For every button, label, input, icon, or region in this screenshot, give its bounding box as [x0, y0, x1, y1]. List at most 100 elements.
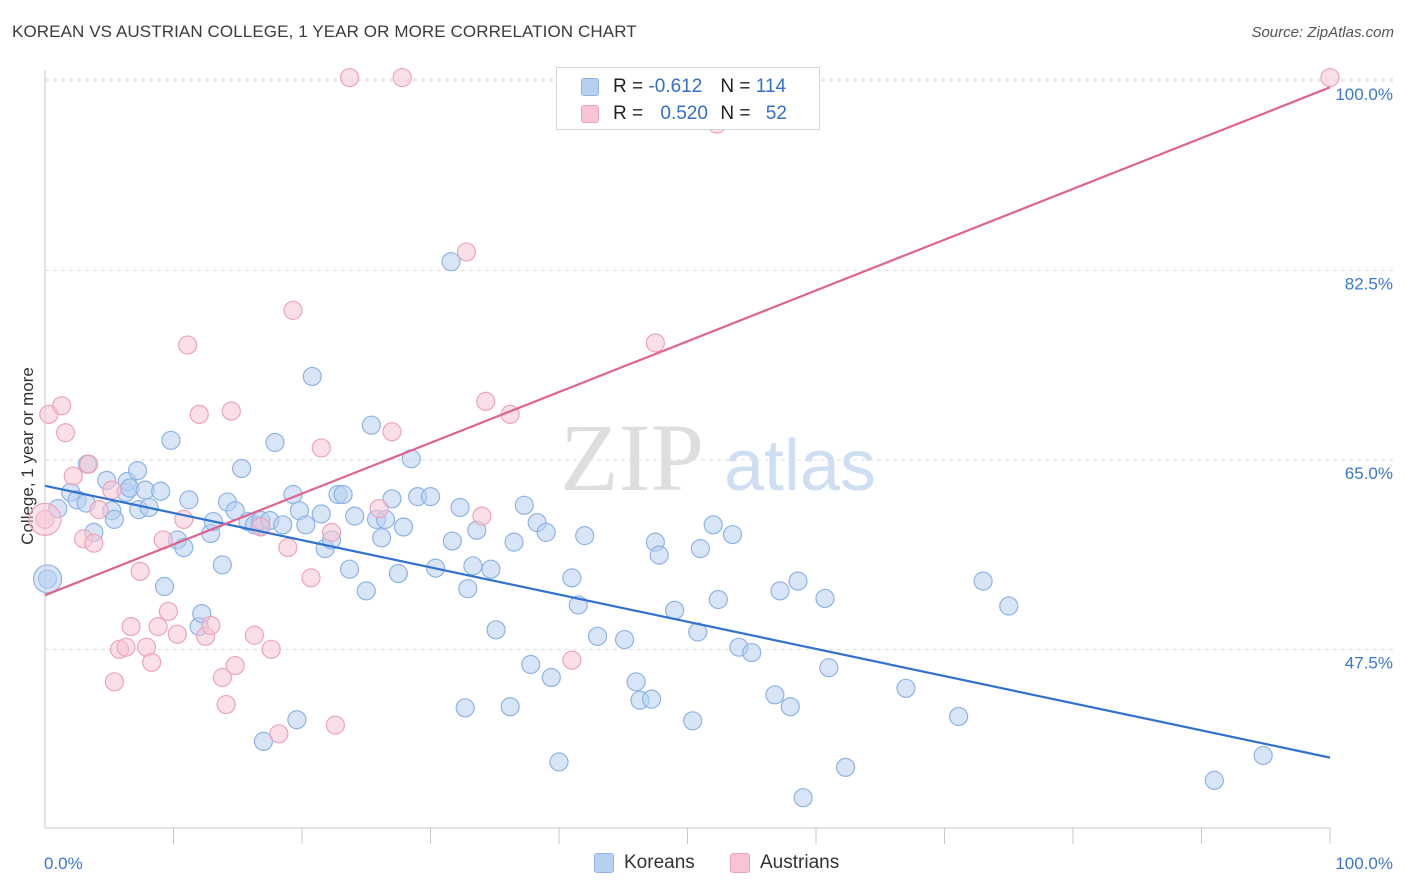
korean-point — [356, 581, 376, 601]
x-tick-label: 100.0% — [1335, 854, 1393, 873]
austrian-point — [1320, 67, 1340, 88]
korean-point — [127, 461, 148, 481]
trend-layer — [44, 86, 1331, 759]
korean-point — [896, 678, 916, 698]
korean-point — [587, 626, 608, 646]
austrian-point — [201, 615, 221, 636]
legend-n-value: 114 — [755, 76, 787, 97]
korean-point — [296, 515, 316, 535]
austrian-point — [225, 655, 245, 676]
y-tick-label: 100.0% — [1335, 85, 1393, 104]
austrian-point — [212, 667, 232, 688]
austrian-point — [382, 422, 402, 442]
austrian-point — [63, 466, 83, 486]
korean-point — [393, 517, 414, 537]
legend-row-austrians: R = 0.520 N = 52 — [581, 101, 787, 127]
korean-point — [708, 589, 728, 610]
korean-point — [521, 654, 541, 675]
grid-layer — [45, 78, 1395, 650]
austrian-point — [104, 672, 124, 692]
korean-point — [455, 698, 475, 718]
korean-point — [770, 581, 790, 601]
korean-point — [765, 685, 785, 705]
austrian-point — [89, 500, 109, 520]
legend-r-label: R = — [613, 103, 644, 124]
austrian-point — [178, 335, 198, 355]
austrian-point — [130, 561, 150, 581]
korean-point — [361, 415, 381, 435]
korean-point — [161, 430, 181, 450]
legend-n-value: 52 — [765, 103, 787, 124]
bottom-legend-swatch-austrians — [730, 853, 750, 873]
austrian-point — [476, 391, 496, 411]
legend-r-label: R = — [613, 76, 644, 97]
y-tick-label: 65.0% — [1345, 464, 1393, 483]
korean-point — [549, 752, 569, 772]
korean-point — [442, 531, 462, 551]
korean-point — [345, 506, 365, 526]
legend-swatch-koreans — [581, 78, 599, 96]
austrian-point — [102, 480, 122, 500]
korean-point — [722, 524, 743, 545]
korean-point — [641, 689, 662, 709]
korean-point — [614, 629, 635, 650]
austrian-point — [301, 568, 321, 588]
korean-point — [441, 252, 461, 272]
axis-layer — [44, 70, 1331, 844]
legend-swatch-austrians — [581, 105, 599, 123]
korean-point — [504, 532, 524, 552]
correlation-legend: R = -0.612 N = 114 R = 0.520 N = 52 — [556, 67, 820, 130]
austrian-point — [84, 533, 104, 553]
austrian-point — [221, 401, 241, 421]
korean-point — [273, 515, 293, 535]
korean-point — [1204, 770, 1224, 790]
austrian-point — [562, 650, 582, 670]
austrian-point — [311, 438, 331, 458]
watermark-atlas: atlas — [724, 426, 876, 506]
korean-point — [541, 667, 561, 688]
korean-point — [302, 366, 322, 387]
austrian-point — [472, 506, 492, 526]
korean-point — [514, 495, 534, 515]
korean-trendline — [44, 484, 1331, 759]
korean-point — [287, 710, 307, 730]
austrian-point — [116, 637, 136, 657]
austrian-point — [158, 601, 178, 622]
korean-point — [562, 568, 582, 588]
korean-point — [536, 522, 556, 542]
korean-point — [626, 672, 646, 692]
korean-point — [780, 697, 800, 717]
austrian-point — [121, 616, 141, 637]
korean-point — [973, 571, 993, 591]
korean-point — [311, 504, 331, 524]
korean-point — [819, 658, 839, 678]
legend-row-koreans: R = -0.612 N = 114 — [581, 74, 786, 100]
korean-point — [481, 559, 501, 579]
y-tick-label: 82.5% — [1345, 274, 1393, 293]
austrian-point — [216, 694, 236, 715]
legend-n-label: N = — [720, 76, 751, 97]
austrian-point — [392, 67, 412, 88]
y-tick-label: 47.5% — [1345, 653, 1393, 672]
austrian-point — [55, 423, 76, 443]
source-label: Source: ZipAtlas.com — [1251, 24, 1394, 41]
x-tick-label: 0.0% — [44, 854, 83, 873]
korean-point — [382, 489, 402, 509]
austrian-point — [369, 498, 389, 519]
korean-point — [154, 576, 175, 597]
korean-point — [835, 757, 856, 777]
legend-r-value: -0.612 — [648, 76, 703, 97]
bottom-legend-label-koreans: Koreans — [624, 852, 695, 873]
korean-point — [999, 596, 1019, 616]
chart-title: KOREAN VS AUSTRIAN COLLEGE, 1 YEAR OR MO… — [12, 22, 637, 41]
korean-point-large — [32, 564, 63, 594]
austrian-point-large — [28, 502, 62, 536]
bottom-legend-austrians: Austrians — [730, 852, 839, 874]
korean-point — [815, 588, 835, 609]
austrian-point — [189, 404, 209, 424]
bottom-legend-label-austrians: Austrians — [760, 852, 840, 873]
austrian-point — [269, 724, 289, 744]
korean-point — [339, 559, 360, 579]
austrian-point — [278, 537, 298, 558]
